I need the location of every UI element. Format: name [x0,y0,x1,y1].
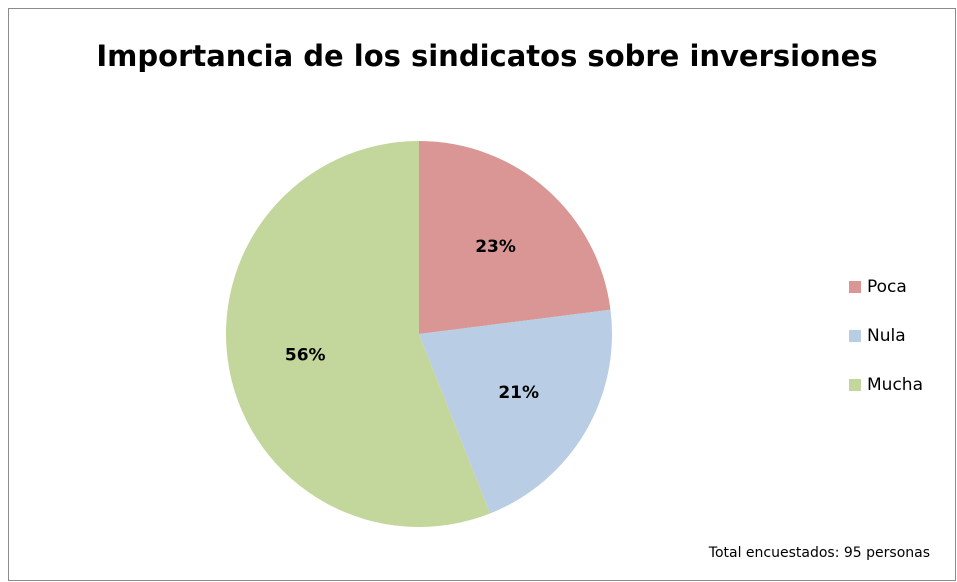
legend-swatch [849,379,861,391]
annotation: Total encuestados: 95 personas [708,545,930,561]
legend-label: Nula [867,326,906,346]
legend-label: Mucha [867,375,923,395]
pie-slice [419,141,611,334]
legend-swatch [849,330,861,342]
slice-label: 23% [475,237,516,257]
slice-label: 21% [498,383,539,403]
legend-swatch [849,281,861,293]
legend-label: Poca [867,277,907,297]
pie-slice [419,309,612,514]
chart-title: Importancia de los sindicatos sobre inve… [96,39,877,73]
pie-slice [225,141,491,527]
slice-label: 56% [285,346,326,366]
